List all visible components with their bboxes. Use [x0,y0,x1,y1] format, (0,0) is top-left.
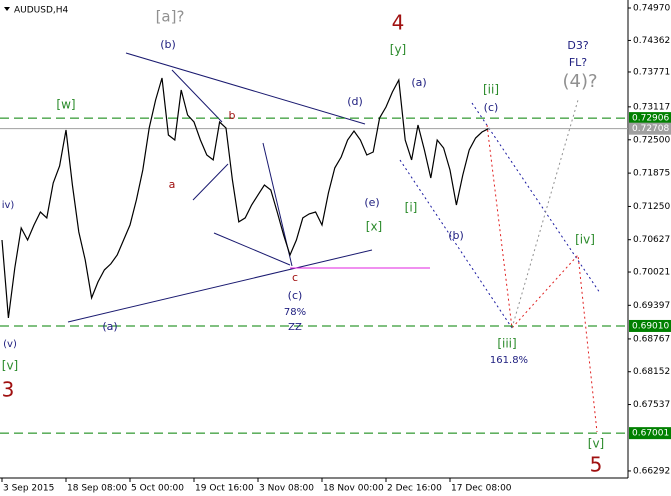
x-tick-label: 5 Oct 00:00 [131,484,184,494]
wave-label: 5 [590,453,603,477]
x-tick-label: 3 Nov 08:00 [259,484,314,494]
wave-label: ZZ [288,322,302,333]
y-tick-label: 0.68767 [633,334,670,344]
level-tag [629,112,671,125]
wave-label: a [169,178,176,191]
trendline [171,69,223,123]
wave-label: 4 [392,11,405,35]
wave-label: FL? [569,56,587,69]
channel-line [399,159,513,329]
chart-title: AUDUSD,H4 [14,6,69,16]
trendline [192,163,229,201]
y-tick-label: 0.71875 [633,169,670,179]
wave-label: [ii] [483,83,499,97]
y-tick-label: 0.68152 [633,367,670,377]
y-tick-label: 0.66292 [633,466,670,476]
y-tick-label: 0.70627 [633,235,670,245]
wave-label: (a) [102,320,117,333]
wave-label: [w] [56,98,75,112]
y-tick-label: 0.71250 [633,202,670,212]
wave-label: [x] [366,220,382,234]
wave-label: b [229,109,236,122]
x-tick-label: 19 Oct 16:00 [195,484,254,494]
y-tick-label: 0.73117 [633,102,670,112]
wave-label: (d) [347,95,363,108]
level-tag [629,319,671,332]
wave-label: 78% [284,307,306,318]
drawings [67,52,601,433]
wave-label: (e) [364,196,379,209]
wave-label: c [292,271,298,284]
price-line [1,77,489,318]
y-tick-label: 0.72500 [633,135,670,145]
level-label: 0.67001 [632,429,669,439]
level-tag [629,122,671,135]
wave-label: (c) [288,289,303,302]
wave-label: (c) [484,101,499,114]
y-tick-label: 0.74970 [633,4,670,14]
y-tick-label: 0.73771 [633,67,670,77]
y-tick-label: 0.67537 [633,400,670,410]
wave-label: [v] [588,437,604,451]
wave-label: [a]? [156,8,185,26]
y-tick-label: 0.70021 [633,268,670,278]
wave-label: (a) [411,76,426,89]
trendline [213,232,291,266]
wave-label: 3 [2,378,15,402]
wave-label: (4)? [562,71,597,92]
wave-label: D3? [567,39,588,52]
y-tick-label: 0.74362 [633,36,670,46]
wave-label: [iv] [575,233,595,247]
x-tick-label: 18 Nov 00:00 [323,484,384,494]
x-tick-label: 3 Sep 2015 [3,484,54,494]
channel-line [471,102,601,294]
level-label: 0.72708 [632,124,669,134]
wave-label: iv) [2,200,15,211]
wave-label: 161.8% [490,355,528,366]
wave-label: [y] [390,43,406,57]
x-tick-label: 2 Dec 16:00 [387,484,442,494]
x-tick-label: 18 Sep 08:00 [67,484,127,494]
wave-label: (v) [3,339,17,350]
wave-label: (b) [160,38,176,51]
x-tick-label: 17 Dec 08:00 [451,484,512,494]
trendline [125,52,366,125]
level-label: 0.72906 [632,114,669,124]
y-tick-label: 0.69397 [633,301,670,311]
level-label: 0.69010 [632,321,669,331]
trendline [67,249,373,323]
wave-label: [i] [405,201,418,215]
forecast-path [486,124,598,433]
menu-arrow [4,7,10,11]
wave-label: (b) [448,229,464,242]
wave-label: [iii] [497,337,516,351]
wave-label: [v] [2,359,18,373]
level-tag [629,427,671,440]
